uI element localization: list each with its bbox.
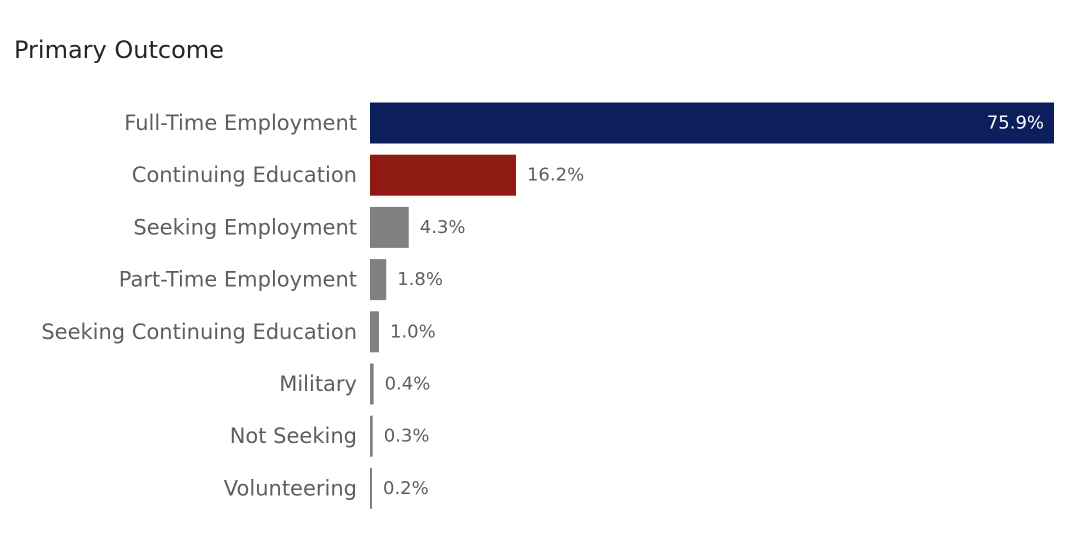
chart-title: Primary Outcome <box>14 36 224 64</box>
data-label: 0.2% <box>383 478 429 499</box>
data-label: 0.3% <box>384 426 430 447</box>
data-label: 16.2% <box>527 165 584 186</box>
data-label: 1.0% <box>390 321 436 342</box>
data-label: 4.3% <box>420 217 466 238</box>
category-label: Volunteering <box>224 476 357 500</box>
bar[interactable] <box>370 415 373 457</box>
bar[interactable] <box>370 467 372 509</box>
category-label: Continuing Education <box>132 163 357 187</box>
bar[interactable] <box>370 154 516 196</box>
bar[interactable] <box>370 311 380 353</box>
bar[interactable] <box>370 259 387 301</box>
category-label: Not Seeking <box>230 424 357 448</box>
category-label: Military <box>279 372 357 396</box>
bar[interactable] <box>370 206 409 248</box>
bar[interactable] <box>370 363 374 405</box>
bars-layer: Full-Time Employment 75.9% Continuing Educ… <box>41 102 1054 509</box>
data-label: 75.9% <box>987 113 1044 134</box>
category-label: Seeking Continuing Education <box>41 320 357 344</box>
category-label: Full-Time Employment <box>124 111 357 135</box>
data-label: 1.8% <box>397 269 443 290</box>
data-label: 0.4% <box>385 374 431 395</box>
category-label: Part-Time Employment <box>119 268 357 292</box>
category-label: Seeking Employment <box>133 215 357 239</box>
bar[interactable] <box>370 102 1054 144</box>
